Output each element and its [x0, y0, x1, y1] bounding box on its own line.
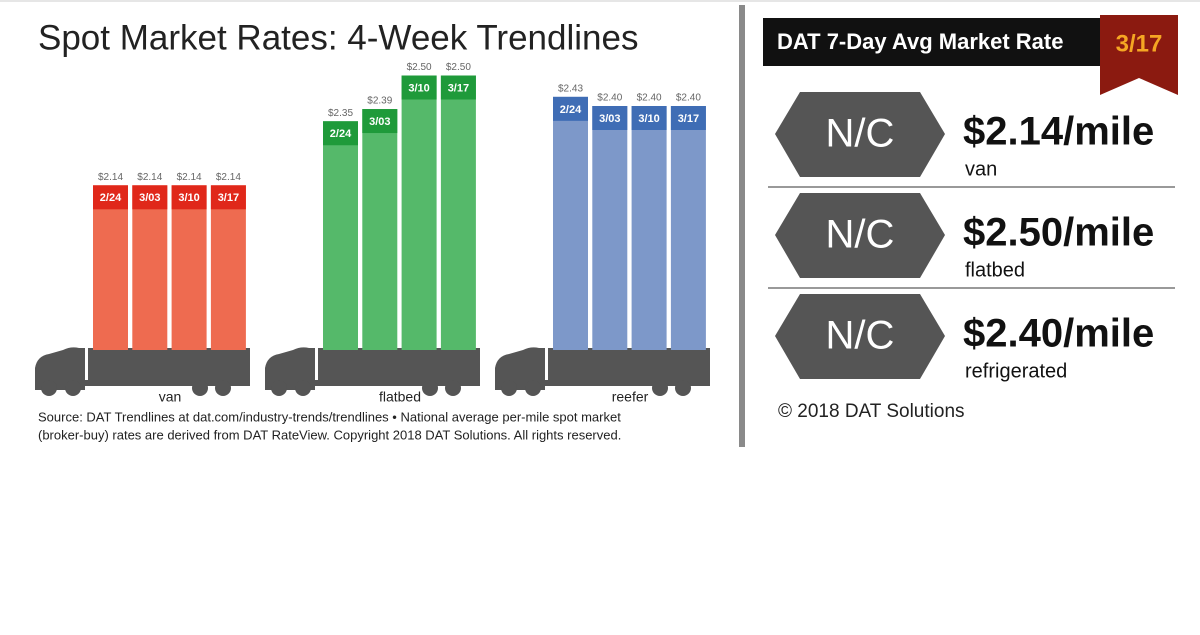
wheel [675, 380, 691, 396]
wheel [41, 380, 57, 396]
bar-date-box [401, 75, 437, 100]
truck-cab [35, 347, 85, 390]
top-border [0, 0, 1200, 2]
wheel [192, 380, 208, 396]
value-label: $2.14 [216, 172, 241, 183]
panel-date: 3/17 [1116, 30, 1163, 57]
wheel [271, 380, 287, 396]
trailer [88, 348, 250, 382]
bar-date-box [93, 185, 128, 210]
value-label: $2.40 [597, 93, 622, 104]
chart-title: Spot Market Rates: 4-Week Trendlines [38, 18, 638, 57]
wheel [525, 380, 541, 396]
value-label: $2.40 [676, 93, 701, 104]
value-label: $2.40 [637, 93, 662, 104]
series-label: reefer [612, 389, 649, 405]
bar-date: 3/03 [139, 192, 160, 204]
bar-date: 2/24 [100, 192, 122, 204]
panel-header [763, 18, 1160, 66]
equipment: van [965, 158, 997, 180]
trailer [318, 348, 480, 382]
wheel [295, 380, 311, 396]
equipment: refrigerated [965, 360, 1067, 382]
bar [670, 106, 706, 350]
value-label: $2.14 [137, 172, 162, 183]
change-label: N/C [826, 112, 895, 156]
rate: $2.14/mile [963, 110, 1154, 154]
wheel [652, 380, 668, 396]
bar-date: 3/03 [599, 113, 620, 125]
bar-date-box [553, 96, 588, 121]
bar-date: 2/24 [560, 104, 582, 116]
value-label: $2.50 [446, 62, 471, 73]
series-label: flatbed [379, 389, 421, 405]
source-line: (broker-buy) rates are derived from DAT … [38, 427, 621, 442]
wheel [215, 380, 231, 396]
bar-date: 3/10 [178, 192, 199, 204]
change-hexagon [775, 92, 945, 177]
bar-date-box [670, 106, 706, 130]
change-hexagon [775, 193, 945, 278]
value-label: $2.14 [177, 172, 202, 183]
value-label: $2.39 [367, 96, 392, 107]
bar [362, 109, 398, 350]
equipment: flatbed [965, 259, 1025, 281]
divider [739, 5, 745, 447]
bar-date-box [631, 106, 667, 130]
truck-frame [305, 380, 480, 386]
wheel [501, 380, 517, 396]
panel-title: DAT 7-Day Avg Market Rate [777, 29, 1063, 54]
bar [631, 106, 667, 350]
bar [592, 106, 628, 350]
truck-frame [75, 380, 250, 386]
trailer [548, 348, 710, 382]
bar [210, 185, 246, 350]
bar [440, 75, 476, 350]
change-label: N/C [826, 213, 895, 257]
truck-cab [495, 347, 545, 390]
wheel [422, 380, 438, 396]
rate: $2.50/mile [963, 211, 1154, 255]
bar [553, 96, 588, 350]
bar [93, 185, 128, 350]
bar-date-box [323, 121, 358, 146]
value-label: $2.43 [558, 83, 583, 94]
change-label: N/C [826, 314, 895, 358]
bar-date: 3/17 [448, 82, 469, 94]
truck-cab [265, 347, 315, 390]
truck-frame [535, 380, 710, 386]
change-hexagon [775, 294, 945, 379]
bar-date-box [362, 109, 398, 134]
bar-date-box [210, 185, 246, 210]
bar-date: 3/03 [369, 116, 390, 128]
bar-date: 3/10 [408, 82, 429, 94]
bar [401, 75, 437, 350]
value-label: $2.14 [98, 172, 123, 183]
bar-date-box [440, 75, 476, 100]
copyright: © 2018 DAT Solutions [778, 401, 965, 422]
bar-date-box [132, 185, 168, 210]
series-label: van [159, 389, 182, 405]
bar [132, 185, 168, 350]
bar [323, 121, 358, 350]
wheel [65, 380, 81, 396]
bar [171, 185, 207, 350]
value-label: $2.50 [407, 62, 432, 73]
date-ribbon [1100, 15, 1178, 95]
bar-date: 3/17 [678, 113, 699, 125]
wheel [445, 380, 461, 396]
bar-date: 2/24 [330, 128, 352, 140]
value-label: $2.35 [328, 108, 353, 119]
bar-date-box [171, 185, 207, 210]
source-line: Source: DAT Trendlines at dat.com/indust… [38, 409, 621, 424]
bar-date: 3/17 [218, 192, 239, 204]
rate: $2.40/mile [963, 312, 1154, 356]
bar-date: 3/10 [638, 113, 659, 125]
bar-date-box [592, 106, 628, 130]
